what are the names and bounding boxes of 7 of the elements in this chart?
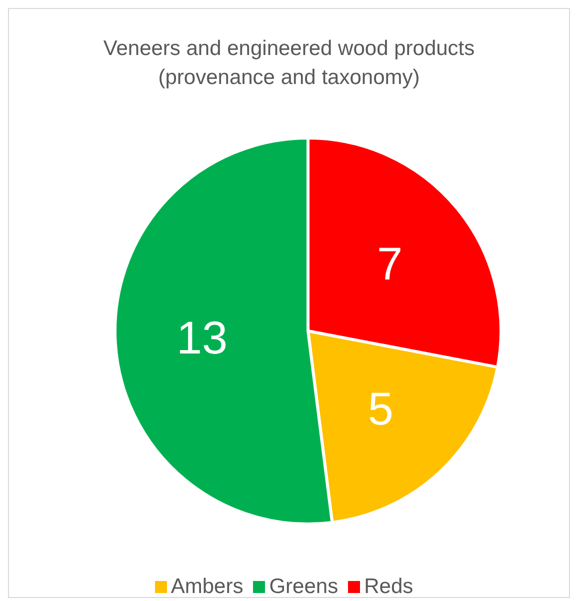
data-label: 7 bbox=[376, 237, 403, 290]
data-label: 13 bbox=[176, 312, 228, 364]
legend-label: Ambers bbox=[170, 575, 244, 598]
chart-title: Veneers and engineered wood products (provenance and taxonomy) bbox=[102, 36, 476, 91]
data-label: 5 bbox=[368, 382, 394, 434]
legend-label: Greens bbox=[269, 575, 338, 598]
legend-label: Reds bbox=[364, 575, 414, 598]
